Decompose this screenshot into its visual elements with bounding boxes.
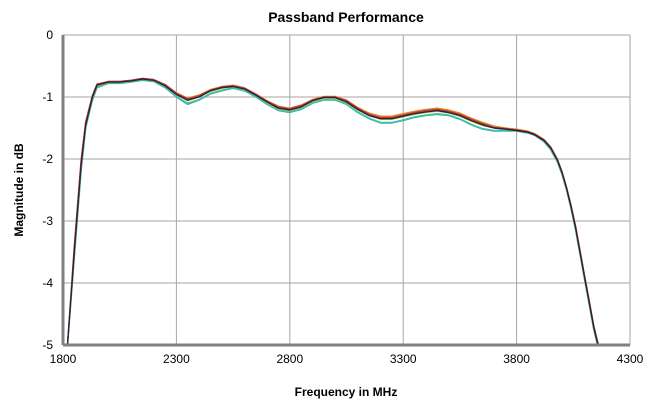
y-tick-label: -4 [42, 276, 53, 290]
y-tick-label: -2 [42, 152, 53, 166]
x-tick-label: 2300 [163, 352, 190, 366]
y-axis-label: Magnitude in dB [12, 143, 26, 237]
y-tick-label: -1 [42, 90, 53, 104]
axes [61, 35, 630, 347]
x-tick-label: 4300 [617, 352, 644, 366]
series-line-2 [66, 78, 599, 345]
series-group [66, 77, 600, 345]
x-tick-label: 3300 [390, 352, 417, 366]
x-axis-label: Frequency in MHz [295, 385, 398, 399]
series-line-6 [66, 78, 599, 345]
x-tick-label: 1800 [50, 352, 77, 366]
y-tick-label: 0 [46, 28, 53, 42]
chart-title: Passband Performance [268, 9, 424, 25]
x-tick-label: 2800 [276, 352, 303, 366]
y-tick-label: -5 [42, 338, 53, 352]
x-tick-label: 3800 [503, 352, 530, 366]
y-tick-label: -3 [42, 214, 53, 228]
series-line-1 [66, 79, 599, 345]
tick-labels: 1800 2300 2800 3300 3800 4300 0 -1 -2 -3 -4 -5 [42, 28, 643, 366]
